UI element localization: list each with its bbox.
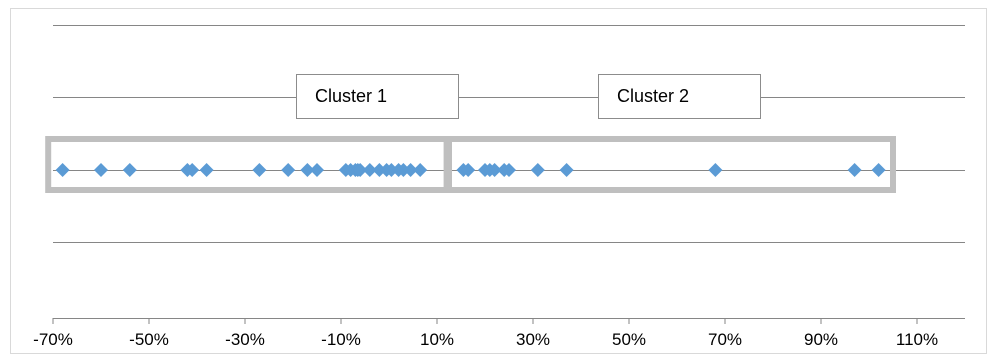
data-point	[353, 163, 368, 177]
cluster-2-label-box	[598, 74, 761, 119]
cluster-1-label-box	[296, 74, 459, 119]
cluster-2-box	[446, 136, 896, 193]
data-point	[281, 163, 296, 177]
x-tick-label: 110%	[896, 330, 938, 349]
data-point	[384, 163, 399, 177]
x-axis-ticks: -70% -50% -30% -10% 10% 30% 50% 70% 90% 110%	[33, 318, 938, 349]
data-point	[396, 163, 411, 177]
x-tick-label: 70%	[708, 330, 742, 349]
data-point	[55, 163, 70, 177]
x-tick-label: 50%	[612, 330, 646, 349]
x-tick-label: -30%	[225, 330, 265, 349]
data-points	[55, 163, 886, 177]
data-point	[847, 163, 862, 177]
data-point	[487, 163, 502, 177]
cluster-2-label: Cluster 2	[617, 86, 689, 106]
data-point	[461, 163, 476, 177]
x-tick-label: 10%	[420, 330, 454, 349]
x-tick-label: 90%	[804, 330, 838, 349]
data-point	[502, 163, 516, 177]
data-point	[252, 163, 267, 177]
data-point	[94, 163, 108, 177]
data-point	[871, 163, 886, 177]
data-point	[708, 163, 723, 177]
data-point	[310, 163, 324, 177]
data-point	[199, 163, 214, 177]
cluster-annotations: Cluster 1 Cluster 2	[45, 74, 896, 193]
chart-border	[10, 8, 987, 354]
data-point	[185, 163, 200, 177]
data-point	[300, 163, 315, 177]
data-point	[362, 163, 377, 177]
cluster-1-label: Cluster 1	[315, 86, 387, 106]
data-point	[559, 163, 574, 177]
data-point	[372, 163, 387, 177]
data-point	[530, 163, 545, 177]
data-point	[403, 163, 418, 177]
x-tick-label: -70%	[33, 330, 73, 349]
data-point	[122, 163, 137, 177]
x-tick-label: 30%	[516, 330, 550, 349]
data-point	[413, 163, 428, 177]
x-tick-label: -50%	[129, 330, 169, 349]
x-tick-label: -10%	[321, 330, 361, 349]
